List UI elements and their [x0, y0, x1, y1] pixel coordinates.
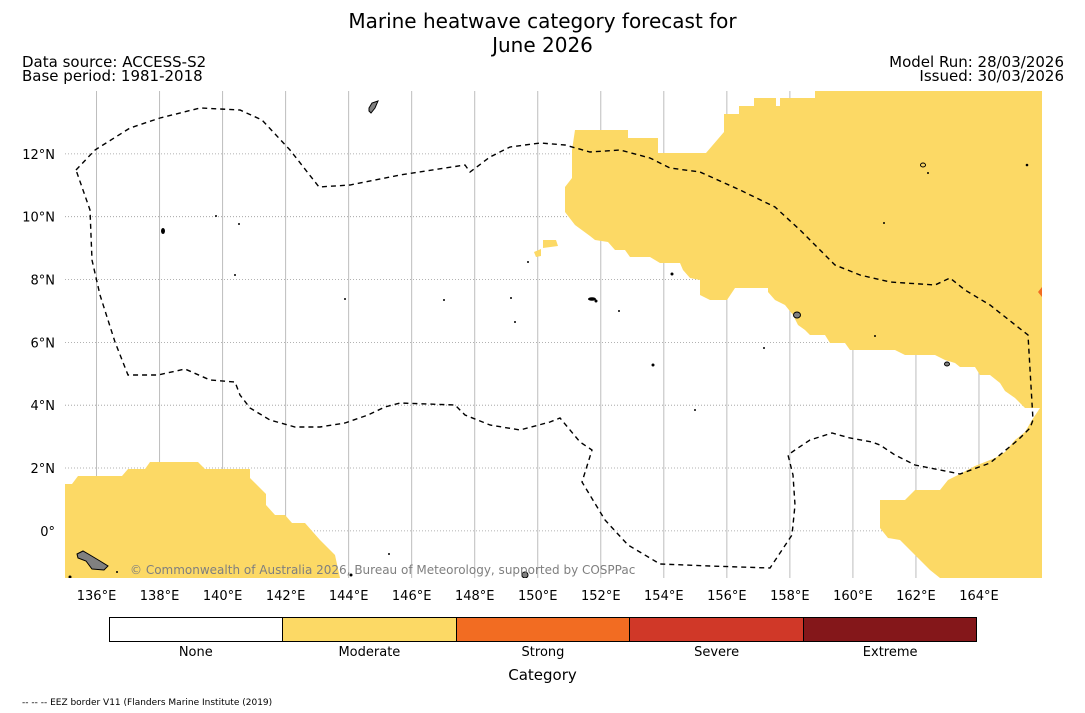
moderate-patch-small: [543, 240, 558, 248]
legend-swatch-severe: [630, 618, 804, 641]
island-yap: [161, 228, 165, 234]
islet-marker: [874, 335, 876, 337]
islet-marker: [443, 299, 445, 301]
legend-label-none: None: [178, 645, 213, 660]
lat-tick-label: 4°N: [31, 399, 56, 414]
islet-marker: [215, 215, 217, 217]
legend-swatch-moderate: [283, 618, 457, 641]
island-chuuk: [588, 297, 596, 301]
copyright-text: © Commonwealth of Australia 2026, Bureau…: [130, 563, 635, 577]
lon-tick-label: 150°E: [518, 589, 558, 604]
lon-tick-label: 148°E: [455, 589, 495, 604]
legend-swatch-strong: [456, 618, 631, 641]
model-run-text: Model Run: 28/03/2026: [889, 53, 1064, 71]
map-plot-area: [65, 91, 1042, 578]
legend-label-severe: Severe: [694, 645, 740, 660]
islet-marker: [694, 409, 696, 411]
legend-label-moderate: Moderate: [338, 645, 401, 660]
run-info: Model Run: 28/03/2026 Issued: 30/03/2026: [889, 53, 1064, 85]
legend-colorbar: [109, 617, 977, 642]
islet-marker: [527, 261, 529, 263]
title-line-1: Marine heatwave category forecast for: [348, 9, 737, 33]
islet-marker: [651, 363, 655, 367]
lat-tick-label: 12°N: [22, 148, 55, 163]
moderate-region-southwest: [65, 462, 340, 578]
lon-tick-label: 146°E: [392, 589, 432, 604]
islet-marker: [116, 571, 118, 573]
lon-tick-label: 156°E: [707, 589, 747, 604]
island-markers: [68, 100, 1029, 578]
islet-marker: [514, 321, 516, 323]
title-line-2: June 2026: [492, 33, 593, 57]
islet-marker: [344, 298, 346, 300]
moderate-region-northeast: [565, 91, 1042, 408]
islet-marker: [1025, 163, 1029, 167]
eez-footnote: -- -- -- EEZ border V11 (Flanders Marine…: [22, 698, 273, 708]
legend-swatch-extreme: [803, 618, 977, 641]
legend-label-extreme: Extreme: [862, 645, 918, 660]
islet-marker: [594, 299, 598, 303]
islet-marker: [763, 347, 765, 349]
lat-tick-label: 10°N: [22, 211, 55, 226]
lon-tick-label: 144°E: [329, 589, 369, 604]
islet-marker: [927, 172, 929, 174]
islet-marker: [510, 297, 512, 299]
data-info: Data source: ACCESS-S2 Base period: 1981…: [22, 53, 207, 85]
longitude-labels: 136°E 138°E 140°E 142°E 144°E 146°E 148°E 150°E…: [77, 589, 999, 604]
legend-labels: None Moderate Strong Severe Extreme: [109, 645, 977, 660]
legend-swatch-none: [110, 618, 284, 641]
issued-text: Issued: 30/03/2026: [919, 67, 1064, 85]
lon-tick-label: 154°E: [644, 589, 684, 604]
islet-marker: [521, 571, 529, 578]
lat-tick-label: 0°: [40, 525, 55, 540]
lon-tick-label: 164°E: [959, 589, 999, 604]
island-guam: [368, 100, 379, 114]
island-kosrae: [944, 361, 950, 367]
islet-marker: [618, 310, 620, 312]
lat-tick-label: 8°N: [31, 274, 56, 289]
islet-marker: [238, 223, 240, 225]
islet-marker: [68, 575, 72, 578]
base-period-text: Base period: 1981-2018: [22, 67, 203, 85]
eez-border-line: [75, 107, 1034, 569]
island-papua: [76, 550, 109, 571]
lat-tick-label: 6°N: [31, 336, 56, 351]
legend-title: Category: [508, 666, 577, 684]
islet-marker: [349, 573, 353, 577]
moderate-patch-tiny: [534, 249, 541, 257]
latitude-labels: 0° 2°N 4°N 6°N 8°N 10°N 12°N: [22, 148, 55, 540]
island-pohnpei: [793, 311, 801, 319]
islet-marker: [388, 553, 390, 555]
lon-tick-label: 136°E: [77, 589, 117, 604]
lon-tick-label: 138°E: [140, 589, 180, 604]
legend-label-strong: Strong: [521, 645, 565, 660]
map-title: Marine heatwave category forecast for Ju…: [0, 9, 1085, 57]
lon-tick-label: 142°E: [266, 589, 306, 604]
lat-tick-label: 2°N: [31, 462, 56, 477]
strong-patch: [1038, 287, 1042, 297]
data-source-text: Data source: ACCESS-S2: [22, 53, 207, 71]
islet-marker: [883, 222, 885, 224]
lon-tick-label: 158°E: [770, 589, 810, 604]
lon-tick-label: 140°E: [203, 589, 243, 604]
lon-tick-label: 162°E: [896, 589, 936, 604]
islet-marker: [670, 272, 674, 276]
moderate-region-east: [880, 405, 1042, 578]
lon-tick-label: 152°E: [581, 589, 621, 604]
island-bikini: [920, 162, 926, 168]
lon-tick-label: 160°E: [833, 589, 873, 604]
islet-marker: [234, 274, 236, 276]
